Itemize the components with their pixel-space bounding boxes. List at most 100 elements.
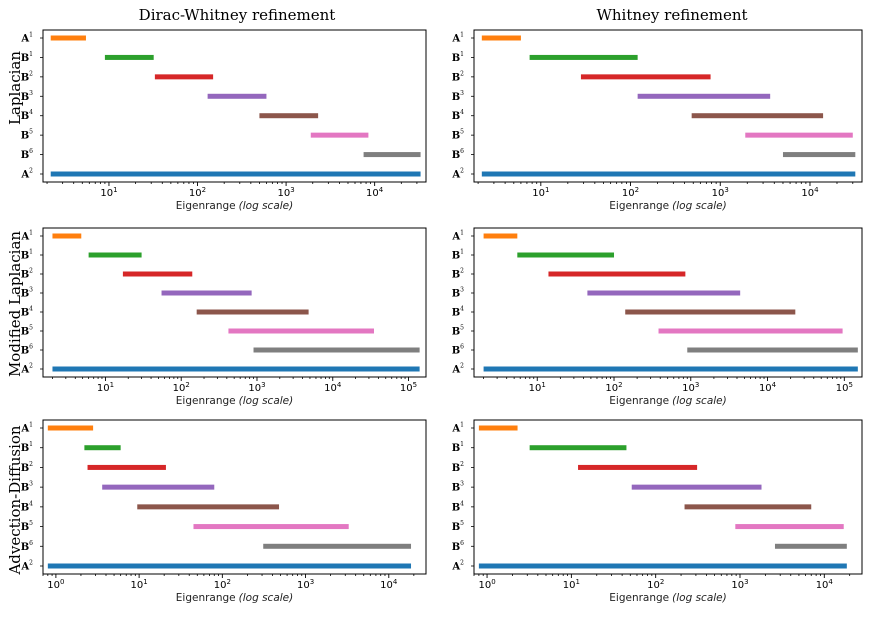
- y-tick-label: B1: [452, 51, 464, 64]
- x-axis-label: Eigenrange (log scale): [176, 592, 293, 604]
- eigenrange-bar: [52, 366, 420, 372]
- chart-panel: 100 101 102 103 104 Eigenrange (log scale) A1 B1…: [451, 419, 863, 604]
- y-tick-label: A2: [451, 560, 464, 573]
- y-tick-label: B2: [21, 461, 33, 474]
- eigenrange-bar: [122, 271, 193, 277]
- y-tick-label: A1: [451, 32, 464, 45]
- eigenrange-bar: [478, 425, 518, 431]
- x-tick-label: 104: [366, 186, 384, 199]
- eigenrange-bar: [478, 563, 847, 569]
- x-tick-label: 103: [297, 578, 314, 591]
- y-tick-label: B6: [21, 344, 33, 357]
- x-tick-label: 102: [647, 578, 664, 591]
- eigenrange-bar: [578, 464, 698, 470]
- eigenrange-bar: [631, 484, 762, 490]
- y-tick-label: B5: [452, 129, 464, 142]
- eigenrange-bar: [228, 328, 374, 334]
- plot-frame: [42, 419, 427, 575]
- eigenrange-bar: [50, 171, 421, 177]
- eigenrange-bar: [782, 152, 856, 158]
- eigenrange-bar: [483, 233, 518, 239]
- y-tick-label: B3: [452, 90, 464, 103]
- chart-panels: 101 102 103 104 Eigenrange (log scale) A1 B1 B2 B…: [20, 29, 863, 604]
- y-tick-label: B4: [452, 109, 464, 122]
- y-tick-label: B6: [452, 540, 464, 553]
- y-tick-label: B1: [21, 51, 33, 64]
- y-tick-label: B2: [452, 268, 464, 281]
- y-tick-label: B2: [452, 70, 464, 83]
- x-tick-label: 101: [563, 578, 580, 591]
- x-tick-label: 102: [189, 186, 206, 199]
- eigenrange-bar: [580, 74, 711, 80]
- x-tick-label: 104: [380, 578, 398, 591]
- column-title-whitney: Whitney refinement: [596, 6, 747, 24]
- x-tick-label: 102: [605, 381, 622, 394]
- y-tick-label: A1: [20, 32, 33, 45]
- x-tick-label: 104: [801, 186, 819, 199]
- eigenrange-bar: [481, 35, 521, 41]
- y-tick-label: B6: [452, 344, 464, 357]
- x-tick-label: 101: [97, 381, 114, 394]
- x-tick-label: 103: [682, 381, 699, 394]
- plot-frame: [473, 419, 863, 575]
- eigenrange-bar: [658, 328, 843, 334]
- row-title-advection-diffusion: Advection-Diffusion: [6, 425, 24, 575]
- x-axis-label: Eigenrange (log scale): [176, 200, 293, 212]
- eigenrange-bar: [735, 524, 844, 530]
- eigenrange-bar: [263, 543, 412, 549]
- eigenrange-bar: [50, 35, 86, 41]
- y-tick-label: B4: [21, 306, 33, 319]
- y-tick-label: A1: [20, 230, 33, 243]
- y-tick-label: B1: [452, 441, 464, 454]
- plot-frame: [42, 227, 427, 378]
- x-tick-label: 105: [836, 381, 853, 394]
- eigenrange-bar: [548, 271, 686, 277]
- x-tick-label: 103: [277, 186, 294, 199]
- eigenrange-bar: [193, 524, 349, 530]
- x-tick-label: 101: [131, 578, 148, 591]
- x-tick-label: 103: [731, 578, 748, 591]
- plot-frame: [42, 29, 427, 183]
- eigenrange-bar: [47, 425, 94, 431]
- eigenrange-bar: [363, 152, 421, 158]
- x-tick-label: 104: [324, 381, 342, 394]
- eigenrange-bar: [137, 504, 280, 510]
- x-tick-label: 102: [214, 578, 231, 591]
- y-tick-label: B4: [452, 306, 464, 319]
- y-tick-label: B3: [452, 287, 464, 300]
- x-axis-label: Eigenrange (log scale): [609, 200, 726, 212]
- eigenrange-bar: [529, 54, 638, 60]
- chart-panel: 101 102 103 104 105 Eigenrange (log scale) A1 B1…: [20, 227, 427, 407]
- y-tick-label: B3: [21, 287, 33, 300]
- eigenrange-bar: [259, 113, 319, 119]
- eigenrange-bar: [196, 309, 309, 315]
- y-tick-label: B5: [21, 325, 33, 338]
- y-tick-label: B1: [452, 249, 464, 262]
- y-tick-label: B4: [21, 500, 33, 513]
- eigenrange-bar: [691, 113, 824, 119]
- row-title-laplacian: Laplacian: [6, 51, 24, 125]
- x-tick-label: 102: [622, 186, 639, 199]
- x-axis-label: Eigenrange (log scale): [609, 395, 726, 407]
- chart-panel: 100 101 102 103 104 Eigenrange (log scale) A1 B1…: [20, 419, 427, 604]
- eigenrange-bar: [47, 563, 412, 569]
- y-tick-label: B6: [452, 148, 464, 161]
- eigenrange-bar: [104, 54, 154, 60]
- eigenrange-bar: [517, 252, 615, 258]
- y-tick-label: B1: [21, 249, 33, 262]
- chart-panel: 101 102 103 104 Eigenrange (log scale) A1 B1 B2 B…: [451, 29, 863, 212]
- x-tick-label: 103: [712, 186, 729, 199]
- x-tick-label: 103: [248, 381, 265, 394]
- y-tick-label: B3: [21, 90, 33, 103]
- x-tick-label: 104: [816, 578, 834, 591]
- eigenrange-bar: [161, 290, 252, 296]
- y-tick-label: A2: [451, 363, 464, 376]
- y-tick-label: B3: [452, 481, 464, 494]
- x-tick-label: 101: [532, 186, 549, 199]
- eigenrange-bar: [253, 347, 420, 353]
- y-tick-label: A1: [451, 422, 464, 435]
- y-tick-label: B1: [21, 441, 33, 454]
- y-tick-label: B6: [21, 148, 33, 161]
- y-tick-label: B4: [452, 500, 464, 513]
